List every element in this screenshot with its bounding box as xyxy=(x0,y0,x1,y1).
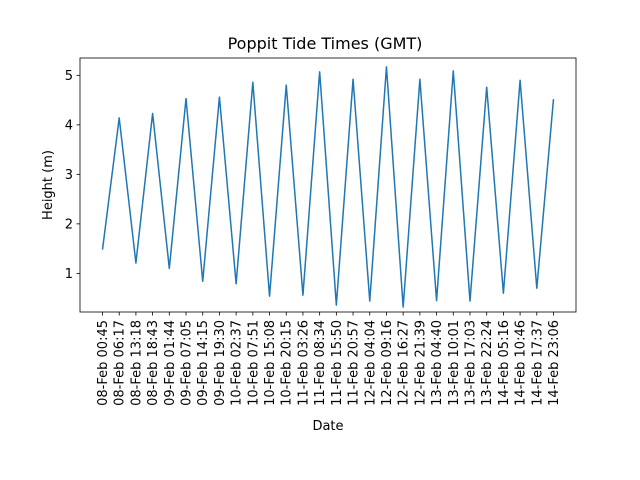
x-tick-label: 10-Feb 07:51 xyxy=(246,320,261,406)
x-tick-label: 11-Feb 08:34 xyxy=(313,320,328,406)
y-tick-label: 4 xyxy=(65,118,73,133)
y-tick-label: 1 xyxy=(65,267,73,282)
x-tick-label: 12-Feb 21:39 xyxy=(413,320,428,406)
x-tick-label: 09-Feb 07:05 xyxy=(180,320,195,406)
x-tick-label: 14-Feb 10:46 xyxy=(514,320,529,406)
x-tick-label: 10-Feb 20:15 xyxy=(280,320,295,406)
x-tick-label: 14-Feb 05:16 xyxy=(497,320,512,406)
x-tick-label: 08-Feb 18:43 xyxy=(146,320,161,406)
x-axis: 08-Feb 00:45 08-Feb 06:17 08-Feb 13:18 08-F… xyxy=(96,312,562,406)
x-tick-label: 08-Feb 06:17 xyxy=(113,320,128,406)
x-tick-label: 14-Feb 17:37 xyxy=(530,320,545,406)
x-tick-label: 11-Feb 03:26 xyxy=(296,320,311,406)
x-tick-label: 12-Feb 16:27 xyxy=(397,320,412,406)
x-tick-label: 09-Feb 01:44 xyxy=(163,320,178,406)
y-axis: 1 2 3 4 5 xyxy=(65,69,80,282)
x-tick-label: 08-Feb 13:18 xyxy=(129,320,144,406)
y-tick-label: 3 xyxy=(65,168,73,183)
x-tick-label: 11-Feb 15:50 xyxy=(330,320,345,406)
x-tick-label: 09-Feb 14:15 xyxy=(196,320,211,406)
x-tick-label: 14-Feb 23:06 xyxy=(547,320,562,406)
x-tick-label: 09-Feb 19:30 xyxy=(213,320,228,406)
y-tick-label: 5 xyxy=(65,69,73,84)
plot-frame xyxy=(79,57,577,313)
x-tick-label: 13-Feb 04:40 xyxy=(430,320,445,406)
chart-title: Poppit Tide Times (GMT) xyxy=(228,34,423,53)
y-tick-label: 2 xyxy=(65,217,73,232)
x-tick-label: 10-Feb 02:37 xyxy=(230,320,245,406)
x-tick-label: 10-Feb 15:08 xyxy=(263,320,278,406)
x-tick-label: 08-Feb 00:45 xyxy=(96,320,111,406)
plot-series xyxy=(101,66,555,308)
series-line xyxy=(101,66,555,308)
x-tick-label: 11-Feb 20:57 xyxy=(347,320,362,406)
y-axis-label: Height (m) xyxy=(41,150,56,220)
x-tick-label: 13-Feb 17:03 xyxy=(463,320,478,406)
x-tick-label: 12-Feb 04:04 xyxy=(363,320,378,406)
x-tick-label: 13-Feb 22:24 xyxy=(480,320,495,406)
x-tick-label: 12-Feb 09:16 xyxy=(380,320,395,406)
x-tick-label: 13-Feb 10:01 xyxy=(447,320,462,406)
x-axis-label: Date xyxy=(312,419,343,434)
